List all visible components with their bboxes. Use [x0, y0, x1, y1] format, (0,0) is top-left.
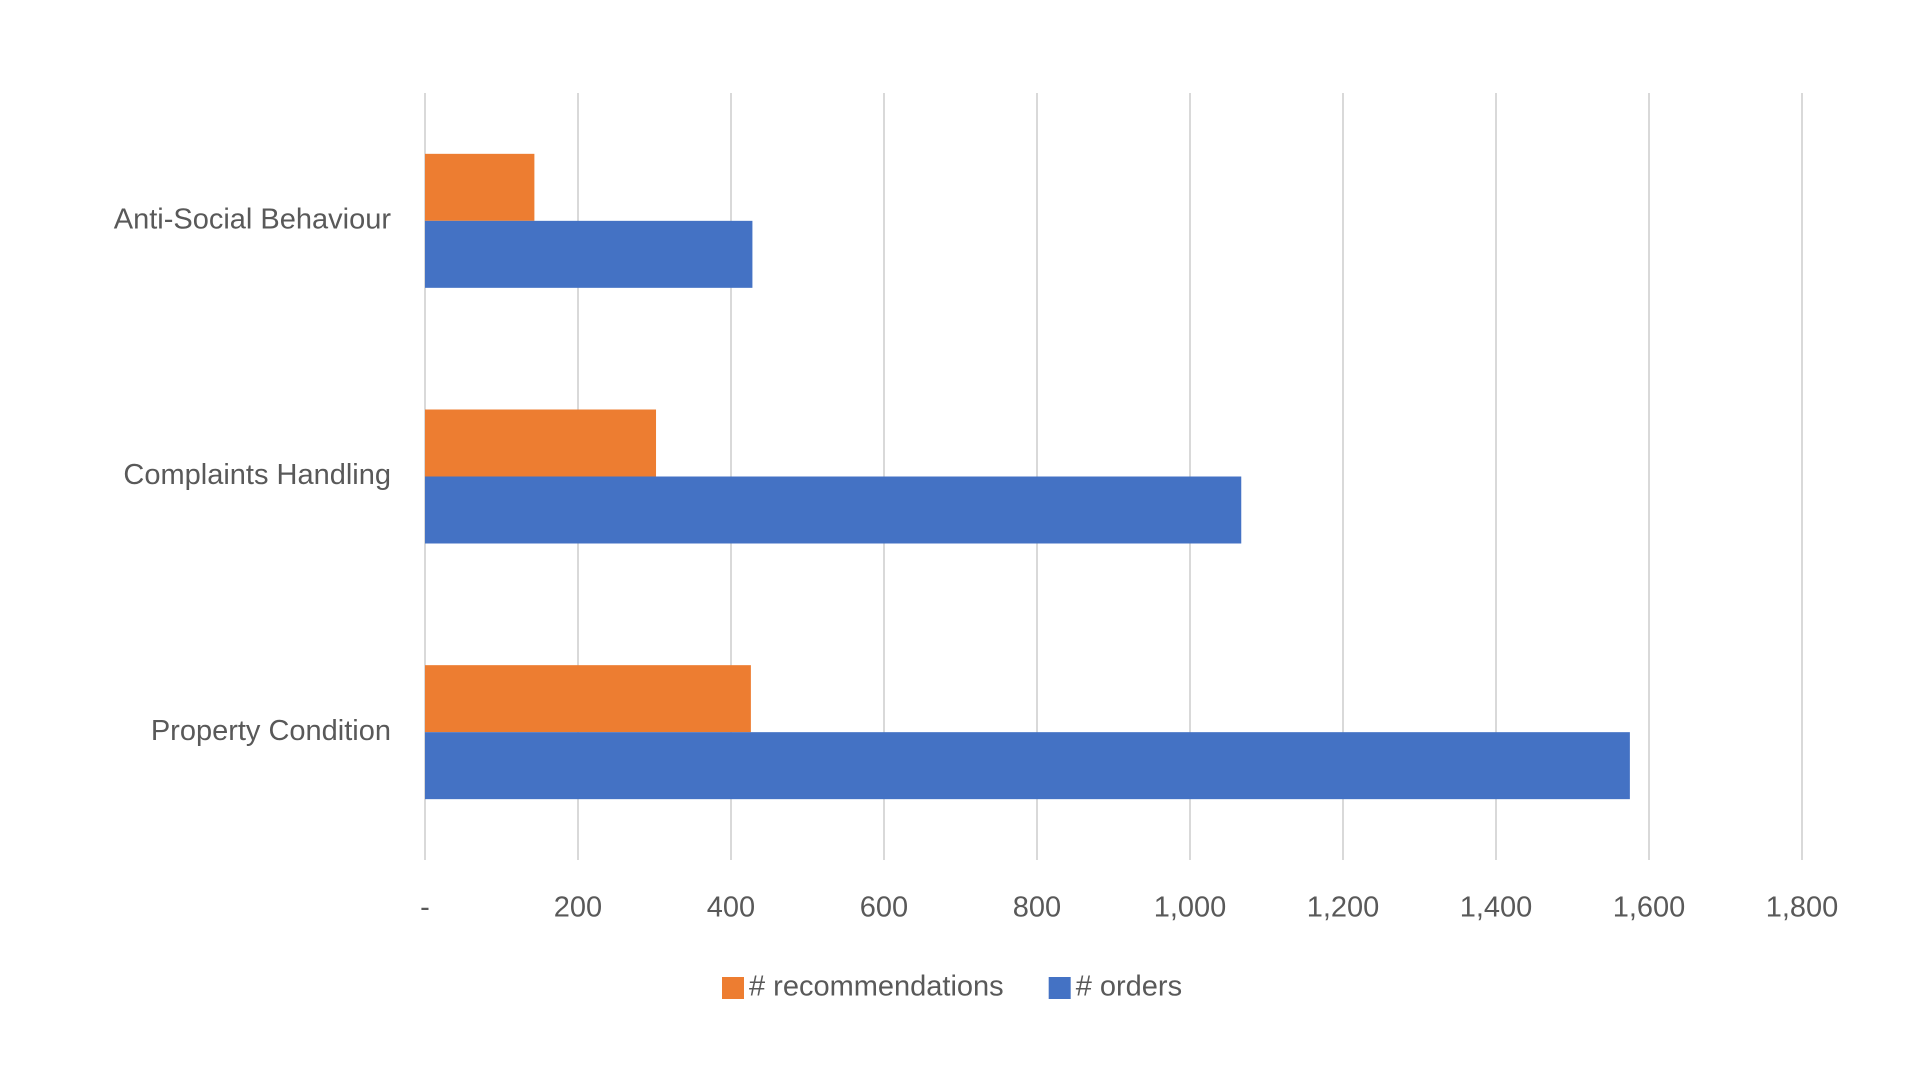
bar	[425, 220, 753, 288]
x-tick-label: 800	[1013, 892, 1061, 924]
legend-label: # recommendations	[749, 971, 1004, 1003]
x-tick-label: 1,600	[1613, 892, 1686, 924]
x-tick-label: 1,000	[1154, 892, 1227, 924]
legend-label: # orders	[1076, 971, 1182, 1003]
y-tick-label: Anti-Social Behaviour	[114, 203, 392, 235]
y-tick-label: Complaints Handling	[123, 459, 391, 491]
bar	[425, 665, 751, 733]
legend-swatch	[722, 977, 744, 999]
x-tick-label: 1,800	[1766, 892, 1839, 924]
x-tick-label: 400	[707, 892, 755, 924]
x-tick-label: 200	[554, 892, 602, 924]
bar	[425, 409, 657, 477]
x-tick-label: 1,200	[1307, 892, 1380, 924]
bar	[425, 476, 1242, 544]
x-tick-label: 1,400	[1460, 892, 1533, 924]
legend-swatch	[1048, 977, 1071, 999]
bar	[425, 153, 535, 221]
x-tick-label: -	[420, 892, 430, 924]
bar	[425, 732, 1630, 800]
y-tick-label: Property Condition	[151, 715, 391, 747]
x-tick-label: 600	[860, 892, 908, 924]
